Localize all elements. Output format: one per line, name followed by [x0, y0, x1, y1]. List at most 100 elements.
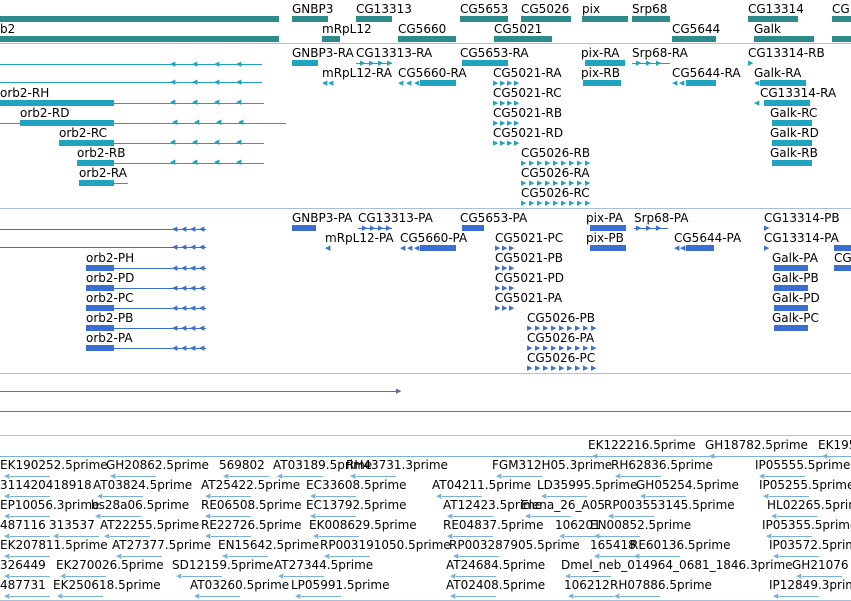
est-label[interactable]: EP10056.3prime — [0, 498, 100, 512]
gene-bar[interactable] — [460, 16, 508, 22]
protein-label[interactable]: Galk-PD — [772, 291, 820, 305]
est-label[interactable]: EN00852.5prime — [590, 518, 692, 532]
exon-bar[interactable] — [77, 160, 114, 166]
est-label[interactable]: 487116 — [0, 518, 46, 532]
exon-bar[interactable] — [760, 80, 806, 86]
est-label[interactable]: IP12849.3prime — [769, 578, 851, 592]
transcript-label[interactable]: Srp68-RA — [632, 46, 688, 60]
exon-bar[interactable] — [585, 60, 625, 66]
est-label[interactable]: EC33608.5prime — [306, 478, 407, 492]
est-label[interactable]: RP003191050.5prime — [320, 538, 451, 552]
exon-bar[interactable] — [772, 140, 812, 146]
transcript-label[interactable]: CG5026-RC — [521, 186, 590, 200]
est-label[interactable]: AT27344.5prime — [274, 558, 374, 572]
protein-label[interactable]: CG13313-PA — [358, 211, 433, 225]
protein-label[interactable]: orb2-PD — [86, 271, 135, 285]
est-label[interactable]: 106212 — [564, 578, 610, 592]
est-label[interactable]: RE60136.5prime — [630, 538, 731, 552]
cds-bar[interactable] — [462, 225, 484, 231]
cds-bar[interactable] — [86, 285, 114, 291]
est-label[interactable]: RE04837.5prime — [443, 518, 544, 532]
gene-bar[interactable] — [494, 36, 552, 42]
est-label[interactable]: AT03824.5prime — [93, 478, 193, 492]
protein-label[interactable]: mRpL12-PA — [325, 231, 394, 245]
protein-label[interactable]: orb2-PH — [86, 251, 135, 265]
est-label[interactable]: AT24684.5prime — [446, 558, 546, 572]
est-label[interactable]: AT27377.5prime — [112, 538, 212, 552]
est-label[interactable]: EK122216.5prime — [588, 438, 696, 452]
exon-bar[interactable] — [292, 60, 318, 66]
est-label[interactable]: RH62836.5prime — [611, 458, 713, 472]
protein-label[interactable]: CG5660-PA — [400, 231, 468, 245]
transcript-label[interactable]: Galk-RC — [770, 106, 818, 120]
gene-bar[interactable] — [0, 16, 279, 22]
est-label[interactable]: 313537 — [49, 518, 95, 532]
protein-label[interactable]: CG5021-PD — [495, 271, 565, 285]
cds-bar[interactable] — [590, 245, 626, 251]
protein-label[interactable]: CG — [834, 251, 851, 265]
est-label[interactable]: EN15642.5prime — [218, 538, 320, 552]
transcript-label[interactable]: Galk-RB — [770, 146, 818, 160]
transcript-label[interactable]: orb2-RC — [59, 126, 107, 140]
est-label[interactable]: EK207811.5prime — [0, 538, 108, 552]
protein-label[interactable]: Galk-PB — [772, 271, 819, 285]
cds-bar[interactable] — [86, 345, 114, 351]
est-label[interactable]: SD12159.5prime — [172, 558, 274, 572]
exon-bar[interactable] — [583, 80, 621, 86]
transcript-label[interactable]: CG5026-RA — [521, 166, 590, 180]
gene-label[interactable]: CG5653 — [460, 2, 509, 16]
gene-bar[interactable] — [582, 16, 628, 22]
gene-label[interactable]: CG13313 — [356, 2, 412, 16]
protein-label[interactable]: CG5021-PC — [495, 231, 564, 245]
transcript-label[interactable]: GNBP3-RA — [292, 46, 354, 60]
est-label[interactable]: RP003553145.5prime — [604, 498, 735, 512]
transcript-label[interactable]: orb2-RB — [77, 146, 126, 160]
cds-bar[interactable] — [86, 325, 114, 331]
est-label[interactable]: 311420418918 — [0, 478, 92, 492]
gene-bar[interactable] — [0, 36, 279, 42]
est-label[interactable]: RE22726.5prime — [201, 518, 302, 532]
protein-label[interactable]: CG13314-PB — [764, 211, 840, 225]
gene-bar[interactable] — [632, 16, 670, 22]
est-label[interactable]: AT22255.5prime — [100, 518, 200, 532]
gene-label[interactable]: pix — [582, 2, 601, 16]
protein-label[interactable]: Galk-PA — [772, 251, 818, 265]
transcript-label[interactable]: CG5021-RB — [493, 106, 563, 120]
cds-bar[interactable] — [86, 265, 114, 271]
est-label[interactable]: 569802 — [219, 458, 265, 472]
est-label[interactable]: RP003287905.5prime — [449, 538, 580, 552]
est-label[interactable]: EK008629.5prime — [309, 518, 417, 532]
transcript-label[interactable]: Galk-RA — [754, 66, 802, 80]
gene-label[interactable]: CG5660 — [398, 22, 447, 36]
est-label[interactable]: IP05355.5prime — [762, 518, 851, 532]
est-label[interactable]: AT02408.5prime — [446, 578, 546, 592]
est-label[interactable]: RH43731.3prime — [346, 458, 448, 472]
gene-bar[interactable] — [754, 36, 814, 42]
gene-label[interactable]: GNBP3 — [292, 2, 334, 16]
est-label[interactable]: Dmel_neb_014964_0681_1846.3prime — [561, 558, 793, 572]
est-label[interactable]: IP05555.5prime — [755, 458, 851, 472]
gene-label[interactable]: CG13314 — [748, 2, 804, 16]
gene-bar[interactable] — [832, 16, 851, 22]
est-label[interactable]: GH05254.5prime — [636, 478, 739, 492]
protein-label[interactable]: CG5021-PA — [495, 291, 563, 305]
protein-label[interactable]: orb2-PB — [86, 311, 134, 325]
protein-label[interactable]: CG5644-PA — [674, 231, 742, 245]
transcript-label[interactable]: Galk-RD — [770, 126, 819, 140]
cds-bar[interactable] — [590, 225, 626, 231]
protein-label[interactable]: Galk-PC — [772, 311, 819, 325]
exon-bar[interactable] — [59, 140, 114, 146]
gene-label[interactable]: CG5026 — [521, 2, 570, 16]
cds-bar[interactable] — [774, 325, 808, 331]
est-label[interactable]: GH21076 — [792, 558, 849, 572]
exon-bar[interactable] — [420, 80, 456, 86]
protein-label[interactable]: CG5021-PB — [495, 251, 564, 265]
gene-bar[interactable] — [292, 16, 328, 22]
cds-bar[interactable] — [774, 285, 808, 291]
gene-bar[interactable] — [832, 36, 851, 42]
est-label[interactable]: AT04211.5prime — [432, 478, 532, 492]
gene-label[interactable]: Srp68 — [632, 2, 668, 16]
protein-label[interactable]: pix-PB — [586, 231, 624, 245]
gene-bar[interactable] — [398, 36, 456, 42]
